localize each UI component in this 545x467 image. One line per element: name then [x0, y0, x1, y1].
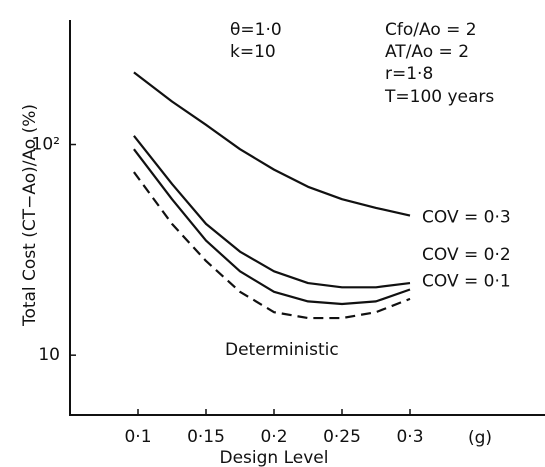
- legend-label: COV = 0·3: [422, 208, 511, 228]
- legend-label: COV = 0·2: [422, 245, 511, 265]
- x-tick-label: 0·25: [323, 427, 361, 447]
- x-unit: (g): [468, 428, 492, 448]
- annotation: θ=1·0: [230, 20, 282, 40]
- series-line: [133, 148, 411, 306]
- annotation: AT/Ao = 2: [385, 42, 469, 62]
- annotation: T=100 years: [384, 87, 494, 107]
- y-tick-label: 10²: [32, 135, 60, 155]
- x-tick-label: 0·1: [124, 427, 151, 447]
- annotation: Cfo/Ao = 2: [385, 20, 477, 40]
- x-tick-label: 0·15: [187, 427, 225, 447]
- x-axis-label: Design Level: [220, 448, 329, 467]
- x-tick-label: 0·3: [396, 427, 423, 447]
- series-line: [133, 135, 411, 289]
- annotation: r=1·8: [385, 64, 433, 84]
- y-tick-label: 10: [38, 345, 60, 365]
- legend-label: COV = 0·1: [422, 271, 511, 291]
- annotation: Deterministic: [225, 340, 339, 360]
- series-line: [133, 171, 411, 320]
- axes: [69, 20, 545, 416]
- annotation: k=10: [230, 42, 276, 62]
- y-axis-label: Total Cost (CT−Ao)/Ao (%): [20, 104, 40, 327]
- x-tick-label: 0·2: [260, 427, 287, 447]
- series-line: [133, 71, 411, 217]
